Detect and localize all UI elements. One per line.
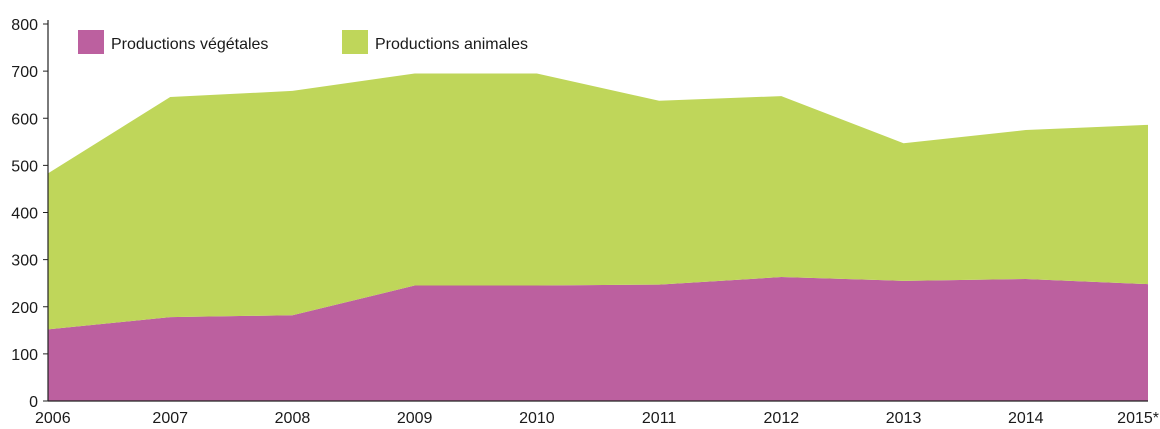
y-axis-ticks: 0 100 200 300 400 500 600 700 800	[11, 17, 48, 411]
x-tick-label: 2007	[152, 410, 188, 427]
chart-areas	[48, 73, 1148, 401]
x-tick-label: 2008	[275, 410, 311, 427]
y-tick-label: 600	[11, 111, 38, 128]
area-series-1	[48, 73, 1148, 330]
legend-swatch-productions-animales	[342, 30, 368, 54]
area-series-0	[48, 277, 1148, 401]
x-tick-label: 2014	[1008, 410, 1044, 427]
y-tick-label: 800	[11, 17, 38, 34]
x-tick-label: 2010	[519, 410, 555, 427]
legend-label-productions-animales: Productions animales	[375, 36, 528, 53]
legend: Productions végétales Productions animal…	[78, 30, 528, 54]
y-tick-label: 400	[11, 206, 38, 223]
y-tick-label: 500	[11, 158, 38, 175]
x-tick-label: 2015*	[1117, 410, 1159, 427]
y-tick-label: 100	[11, 347, 38, 364]
legend-swatch-productions-vegetales	[78, 30, 104, 54]
x-tick-label: 2006	[35, 410, 71, 427]
legend-label-productions-vegetales: Productions végétales	[111, 36, 268, 53]
x-tick-label: 2011	[642, 410, 677, 427]
x-axis-ticks: 2006 2007 2008 2009 2010 2011 2012 2013 2014 2015…	[35, 410, 1159, 427]
y-tick-label: 200	[11, 300, 38, 317]
y-tick-label: 0	[29, 394, 38, 411]
y-tick-label: 300	[11, 253, 38, 270]
x-tick-label: 2009	[397, 410, 433, 427]
x-tick-label: 2012	[764, 410, 800, 427]
x-tick-label: 2013	[886, 410, 922, 427]
chart-axes	[47, 20, 1148, 402]
y-tick-label: 700	[11, 64, 38, 81]
